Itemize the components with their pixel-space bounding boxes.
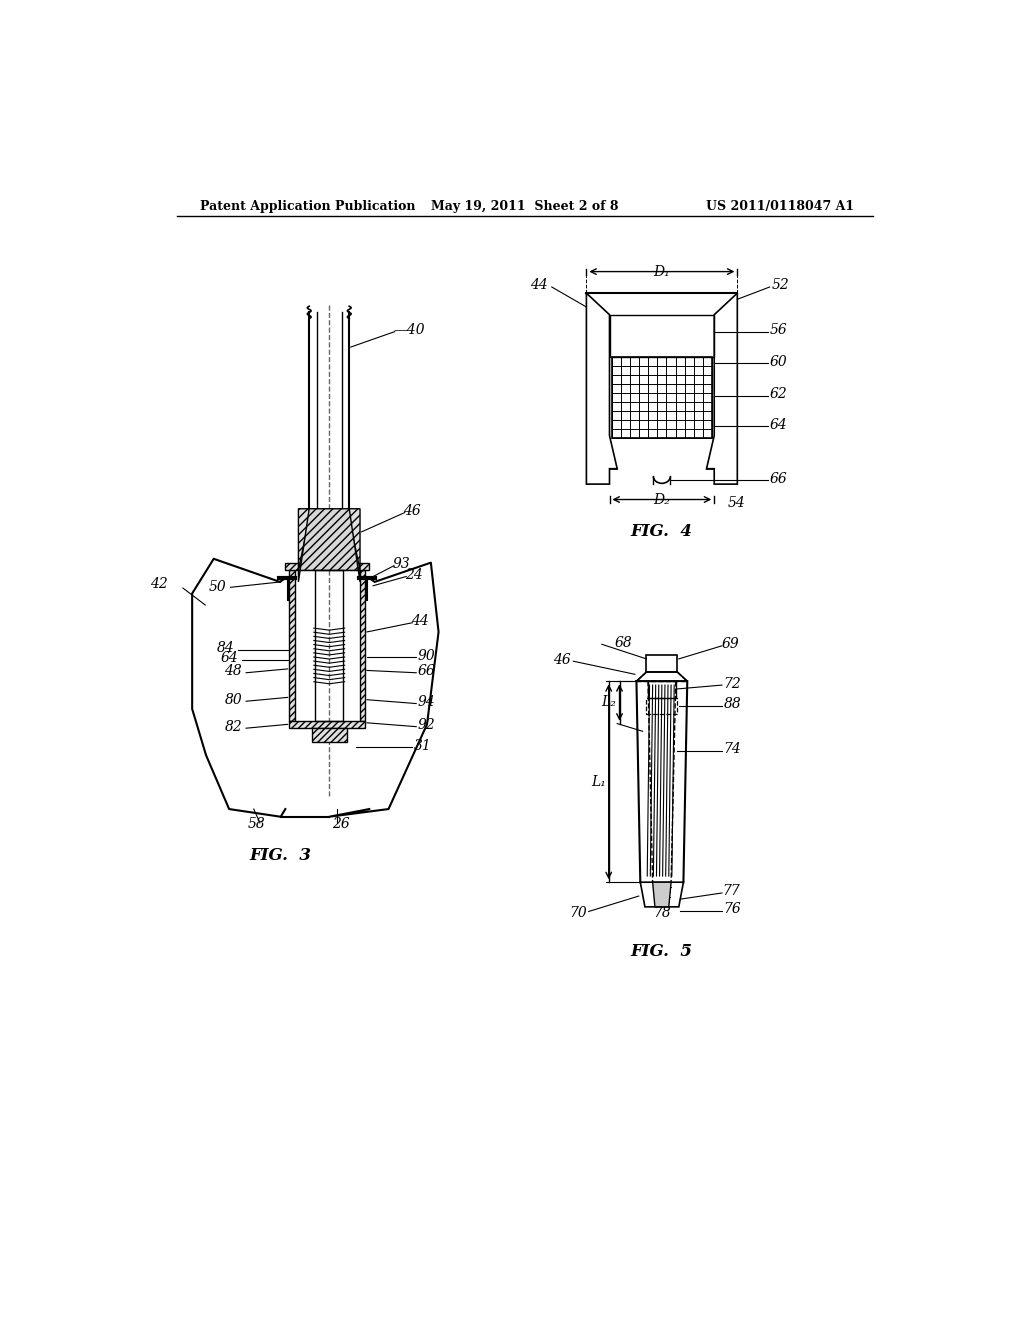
Text: 46: 46 — [403, 504, 421, 517]
Text: D₂: D₂ — [653, 492, 671, 507]
Text: 66: 66 — [418, 664, 435, 678]
Text: 52: 52 — [771, 279, 788, 293]
Bar — [646, 655, 677, 672]
Bar — [609, 314, 714, 358]
Text: FIG.  5: FIG. 5 — [631, 942, 693, 960]
Text: 64: 64 — [770, 418, 787, 432]
Text: 93: 93 — [392, 557, 410, 572]
Text: Patent Application Publication: Patent Application Publication — [200, 199, 416, 213]
Text: 80: 80 — [224, 693, 243, 706]
Text: 82: 82 — [224, 719, 243, 734]
Text: 50: 50 — [209, 581, 226, 594]
Bar — [286, 564, 370, 570]
Polygon shape — [298, 508, 309, 570]
Text: 76: 76 — [724, 902, 741, 916]
Text: 56: 56 — [770, 323, 787, 337]
Text: 68: 68 — [614, 636, 632, 649]
Bar — [315, 570, 343, 721]
Text: 60: 60 — [770, 355, 787, 368]
Text: US 2011/0118047 A1: US 2011/0118047 A1 — [707, 199, 854, 213]
Text: 62: 62 — [770, 387, 787, 401]
Text: 64: 64 — [220, 651, 239, 665]
Text: 92: 92 — [418, 718, 435, 733]
Text: 78: 78 — [653, 906, 671, 920]
Bar — [646, 698, 677, 714]
Text: L₂: L₂ — [601, 696, 616, 709]
Polygon shape — [298, 508, 360, 582]
Text: 54: 54 — [728, 495, 745, 510]
Bar — [360, 570, 366, 721]
Polygon shape — [349, 508, 360, 570]
Text: 90: 90 — [418, 649, 435, 663]
Text: 44: 44 — [530, 279, 548, 293]
Text: —40: —40 — [393, 323, 425, 337]
Text: 94: 94 — [418, 696, 435, 709]
Text: May 19, 2011  Sheet 2 of 8: May 19, 2011 Sheet 2 of 8 — [431, 199, 618, 213]
Text: 88: 88 — [724, 697, 741, 711]
Text: 74: 74 — [724, 742, 741, 756]
Text: 42: 42 — [150, 577, 168, 591]
Text: 72: 72 — [724, 677, 741, 690]
Text: 44: 44 — [411, 614, 429, 628]
Bar — [289, 721, 366, 729]
Text: 66: 66 — [770, 471, 787, 486]
Text: FIG.  3: FIG. 3 — [250, 846, 311, 863]
Text: 26: 26 — [333, 817, 350, 832]
Text: 58: 58 — [248, 817, 265, 832]
Text: 46: 46 — [553, 652, 571, 667]
Bar — [311, 729, 347, 742]
Polygon shape — [652, 882, 671, 907]
Text: 70: 70 — [569, 906, 587, 920]
Text: FIG.  4: FIG. 4 — [631, 523, 693, 540]
Bar — [611, 358, 712, 438]
Text: D₁: D₁ — [653, 264, 671, 279]
Bar — [648, 681, 676, 698]
Text: 69: 69 — [722, 638, 739, 651]
Text: 31: 31 — [414, 739, 432, 752]
Bar — [289, 570, 295, 721]
Text: 77: 77 — [722, 884, 739, 899]
Text: 48: 48 — [224, 664, 243, 678]
Text: 84: 84 — [217, 642, 234, 655]
Text: 24: 24 — [404, 568, 423, 582]
Text: L₁: L₁ — [591, 775, 605, 789]
